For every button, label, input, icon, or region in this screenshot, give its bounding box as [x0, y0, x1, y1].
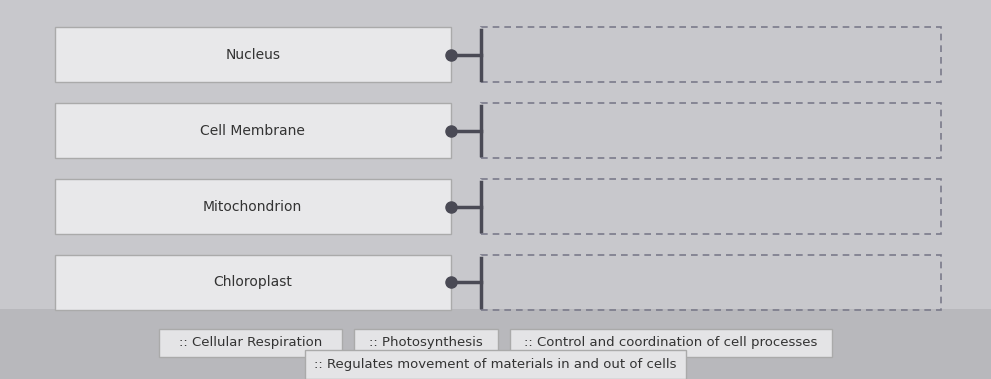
Text: Nucleus: Nucleus [225, 48, 280, 62]
FancyBboxPatch shape [355, 329, 497, 357]
Text: Mitochondrion: Mitochondrion [203, 200, 302, 213]
FancyBboxPatch shape [509, 329, 831, 357]
Text: :: Photosynthesis: :: Photosynthesis [370, 337, 483, 349]
Text: Chloroplast: Chloroplast [213, 276, 292, 289]
FancyBboxPatch shape [55, 179, 451, 234]
FancyBboxPatch shape [55, 103, 451, 158]
Text: :: Cellular Respiration: :: Cellular Respiration [179, 337, 322, 349]
FancyBboxPatch shape [55, 28, 451, 83]
FancyBboxPatch shape [305, 350, 686, 379]
FancyBboxPatch shape [55, 255, 451, 310]
Text: Cell Membrane: Cell Membrane [200, 124, 305, 138]
FancyBboxPatch shape [0, 309, 991, 379]
FancyBboxPatch shape [159, 329, 343, 357]
Text: :: Control and coordination of cell processes: :: Control and coordination of cell proc… [524, 337, 818, 349]
Text: :: Regulates movement of materials in and out of cells: :: Regulates movement of materials in an… [314, 358, 677, 371]
